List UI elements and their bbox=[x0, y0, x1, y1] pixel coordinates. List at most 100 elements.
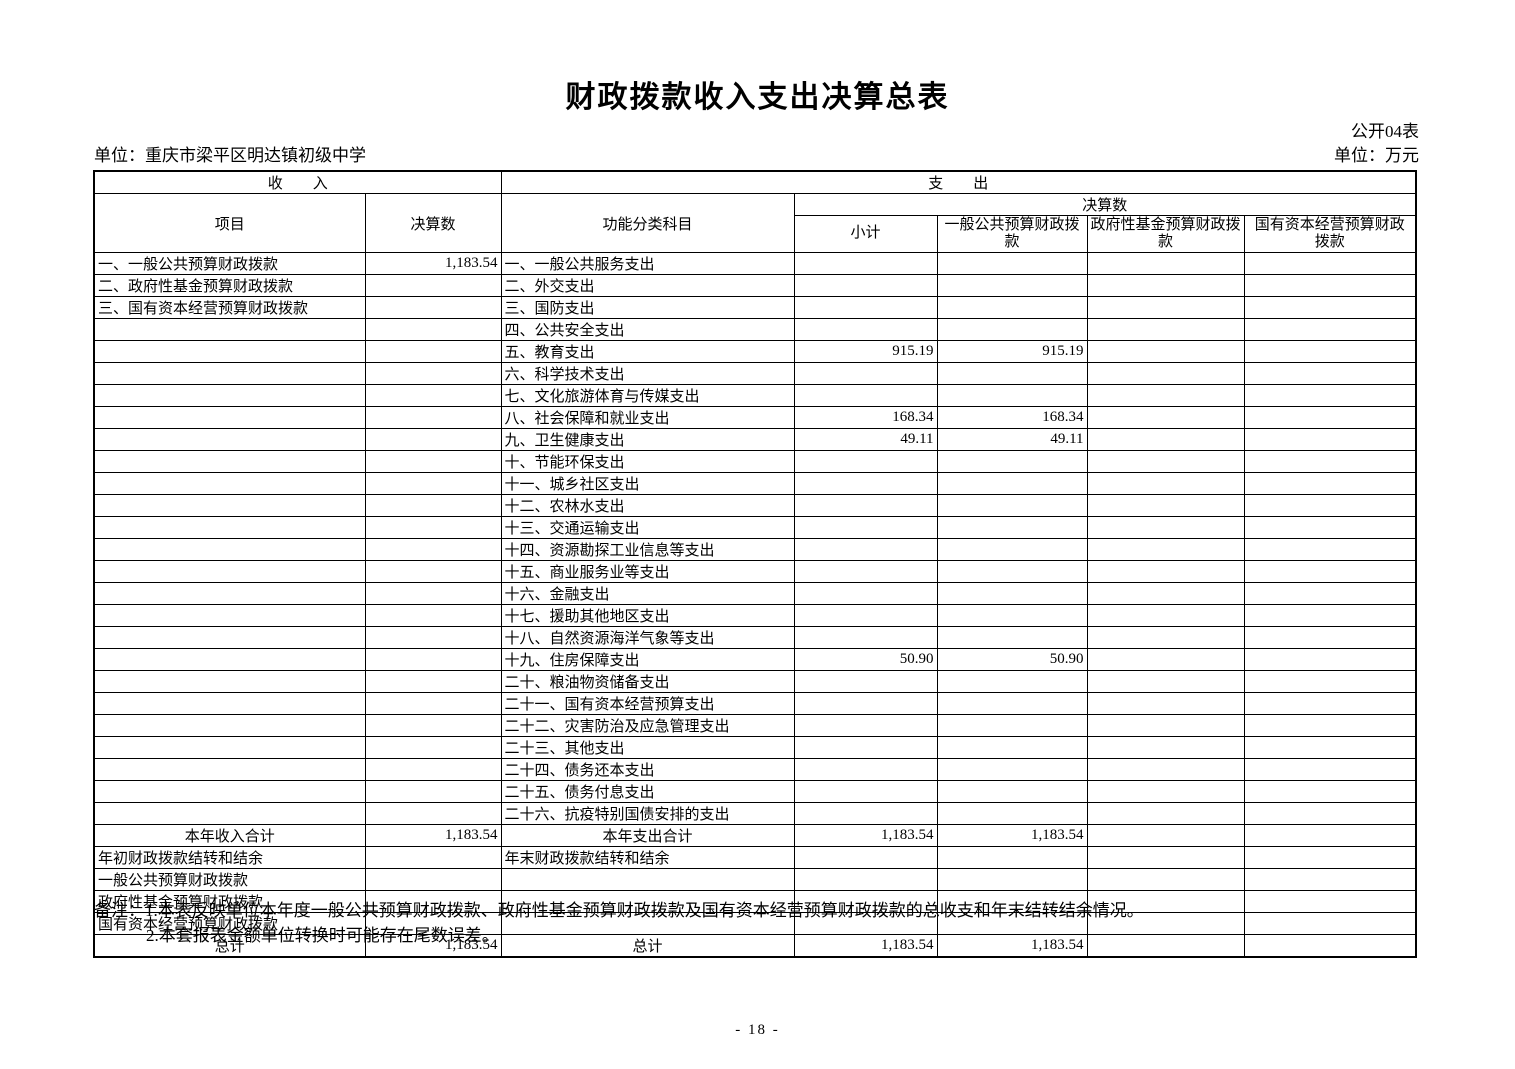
income-item-label: 三、国有资本经营预算财政拨款 bbox=[93, 296, 366, 319]
table-row: 十二、农林水支出 bbox=[93, 494, 1417, 517]
income-amount bbox=[364, 780, 502, 803]
expense-item-label: 二十三、其他支出 bbox=[500, 736, 795, 759]
expense-general-budget: 1,183.54 bbox=[936, 934, 1088, 958]
table-row: 总计 1,183.54 总计 1,183.54 1,183.54 bbox=[93, 934, 1417, 958]
table-body: 一、一般公共预算财政拨款 1,183.54 一、一般公共服务支出 二、政府性基金预算财… bbox=[93, 252, 1417, 958]
income-item-label: 总计 bbox=[93, 934, 366, 958]
footnote-line-2: 2.本套报表金额单位转换时可能存在尾数误差。 bbox=[146, 925, 499, 945]
expense-item-label: 二十五、债务付息支出 bbox=[500, 780, 795, 803]
expense-subtotal bbox=[793, 604, 938, 627]
expense-govt-fund bbox=[1086, 494, 1245, 517]
income-amount bbox=[364, 296, 502, 319]
expense-general-budget bbox=[936, 516, 1088, 539]
expense-item-label: 五、教育支出 bbox=[500, 340, 795, 363]
expense-subtotal: 1,183.54 bbox=[793, 824, 938, 847]
expense-general-budget: 915.19 bbox=[936, 340, 1088, 363]
income-amount bbox=[364, 560, 502, 583]
income-amount bbox=[364, 648, 502, 671]
expense-state-capital bbox=[1243, 384, 1417, 407]
income-amount bbox=[364, 274, 502, 297]
expense-subtotal bbox=[793, 494, 938, 517]
expense-general-budget: 49.11 bbox=[936, 428, 1088, 451]
expense-govt-fund bbox=[1086, 780, 1245, 803]
expense-general-budget bbox=[936, 714, 1088, 737]
expense-general-budget bbox=[936, 868, 1088, 891]
footnote-line-1: 备注：1.本表反映单位本年度一般公共预算财政拨款、政府性基金预算财政拨款及国有资… bbox=[94, 899, 1144, 924]
income-amount bbox=[364, 912, 502, 935]
income-amount bbox=[364, 384, 502, 407]
subtotal-column-header: 小计 bbox=[793, 215, 938, 253]
final-accounts-table: 收 入 支 出 项目 决算数 功能分类科目 决算数 小计 一般公共预算财政拨款 … bbox=[93, 170, 1418, 958]
expense-item-label: 九、卫生健康支出 bbox=[500, 428, 795, 451]
expense-govt-fund bbox=[1086, 692, 1245, 715]
currency-unit: 单位：万元 bbox=[1334, 146, 1419, 165]
income-item-label bbox=[93, 560, 366, 583]
expense-item-label: 十五、商业服务业等支出 bbox=[500, 560, 795, 583]
expense-subtotal bbox=[793, 802, 938, 825]
income-item-label: 政府性基金预算财政拨款 bbox=[93, 890, 366, 913]
income-item-label: 一般公共预算财政拨款 bbox=[93, 868, 366, 891]
expense-govt-fund bbox=[1086, 538, 1245, 561]
expense-govt-fund bbox=[1086, 648, 1245, 671]
table-row: 十九、住房保障支出 50.90 50.90 bbox=[93, 648, 1417, 671]
expense-govt-fund bbox=[1086, 846, 1245, 869]
income-amount bbox=[364, 692, 502, 715]
expense-state-capital bbox=[1243, 362, 1417, 385]
expense-state-capital bbox=[1243, 604, 1417, 627]
govt-fund-column-header: 政府性基金预算财政拨款 bbox=[1086, 215, 1245, 253]
table-row: 十六、金融支出 bbox=[93, 582, 1417, 605]
income-item-label bbox=[93, 472, 366, 495]
table-row: 八、社会保障和就业支出 168.34 168.34 bbox=[93, 406, 1417, 429]
expense-govt-fund bbox=[1086, 450, 1245, 473]
income-amount: 1,183.54 bbox=[364, 252, 502, 275]
expense-state-capital bbox=[1243, 802, 1417, 825]
income-item-label bbox=[93, 582, 366, 605]
expense-subtotal bbox=[793, 274, 938, 297]
expense-state-capital bbox=[1243, 626, 1417, 649]
header-row-mid: 项目 决算数 功能分类科目 决算数 bbox=[93, 193, 1417, 253]
expense-item-label: 十四、资源勘探工业信息等支出 bbox=[500, 538, 795, 561]
expense-govt-fund bbox=[1086, 626, 1245, 649]
header-row-sections: 收 入 支 出 bbox=[93, 170, 1417, 194]
expense-subtotal bbox=[793, 868, 938, 891]
income-item-label bbox=[93, 406, 366, 429]
expense-subtotal bbox=[793, 670, 938, 693]
income-item-label: 一、一般公共预算财政拨款 bbox=[93, 252, 366, 275]
expense-state-capital bbox=[1243, 252, 1417, 275]
income-amount bbox=[364, 362, 502, 385]
expense-state-capital bbox=[1243, 670, 1417, 693]
table-row: 国有资本经营预算财政拨款 bbox=[93, 912, 1417, 935]
income-item-label bbox=[93, 362, 366, 385]
expense-item-label: 二十四、债务还本支出 bbox=[500, 758, 795, 781]
table-row: 十一、城乡社区支出 bbox=[93, 472, 1417, 495]
header-row-sub: 小计 一般公共预算财政拨款 政府性基金预算财政拨款 国有资本经营预算财政拨款 bbox=[94, 215, 1417, 253]
income-item-label bbox=[93, 692, 366, 715]
expense-item-label: 三、国防支出 bbox=[500, 296, 795, 319]
table-row: 一、一般公共预算财政拨款 1,183.54 一、一般公共服务支出 bbox=[93, 252, 1417, 275]
expense-state-capital bbox=[1243, 934, 1417, 958]
item-column-header: 项目 bbox=[93, 193, 366, 253]
expense-subtotal bbox=[793, 692, 938, 715]
expense-item-label: 年末财政拨款结转和结余 bbox=[500, 846, 795, 869]
expense-state-capital bbox=[1243, 538, 1417, 561]
expense-state-capital bbox=[1243, 692, 1417, 715]
expense-state-capital bbox=[1243, 890, 1417, 913]
income-amount bbox=[364, 736, 502, 759]
expense-govt-fund bbox=[1086, 472, 1245, 495]
expense-state-capital bbox=[1243, 846, 1417, 869]
expense-item-label: 二十二、灾害防治及应急管理支出 bbox=[500, 714, 795, 737]
expense-general-budget bbox=[936, 560, 1088, 583]
footnote-text-1: 1.本表反映单位本年度一般公共预算财政拨款、政府性基金预算财政拨款及国有资本经营… bbox=[145, 901, 1144, 920]
table-row: 二、政府性基金预算财政拨款 二、外交支出 bbox=[93, 274, 1417, 297]
expense-subtotal bbox=[793, 736, 938, 759]
expense-general-budget bbox=[936, 538, 1088, 561]
expense-item-label: 本年支出合计 bbox=[500, 824, 795, 847]
table-row: 十八、自然资源海洋气象等支出 bbox=[93, 626, 1417, 649]
table-row: 七、文化旅游体育与传媒支出 bbox=[93, 384, 1417, 407]
income-item-label bbox=[93, 714, 366, 737]
page-number: - 18 - bbox=[735, 1022, 780, 1038]
income-item-label bbox=[93, 450, 366, 473]
expense-state-capital bbox=[1243, 274, 1417, 297]
expense-subtotal bbox=[793, 384, 938, 407]
